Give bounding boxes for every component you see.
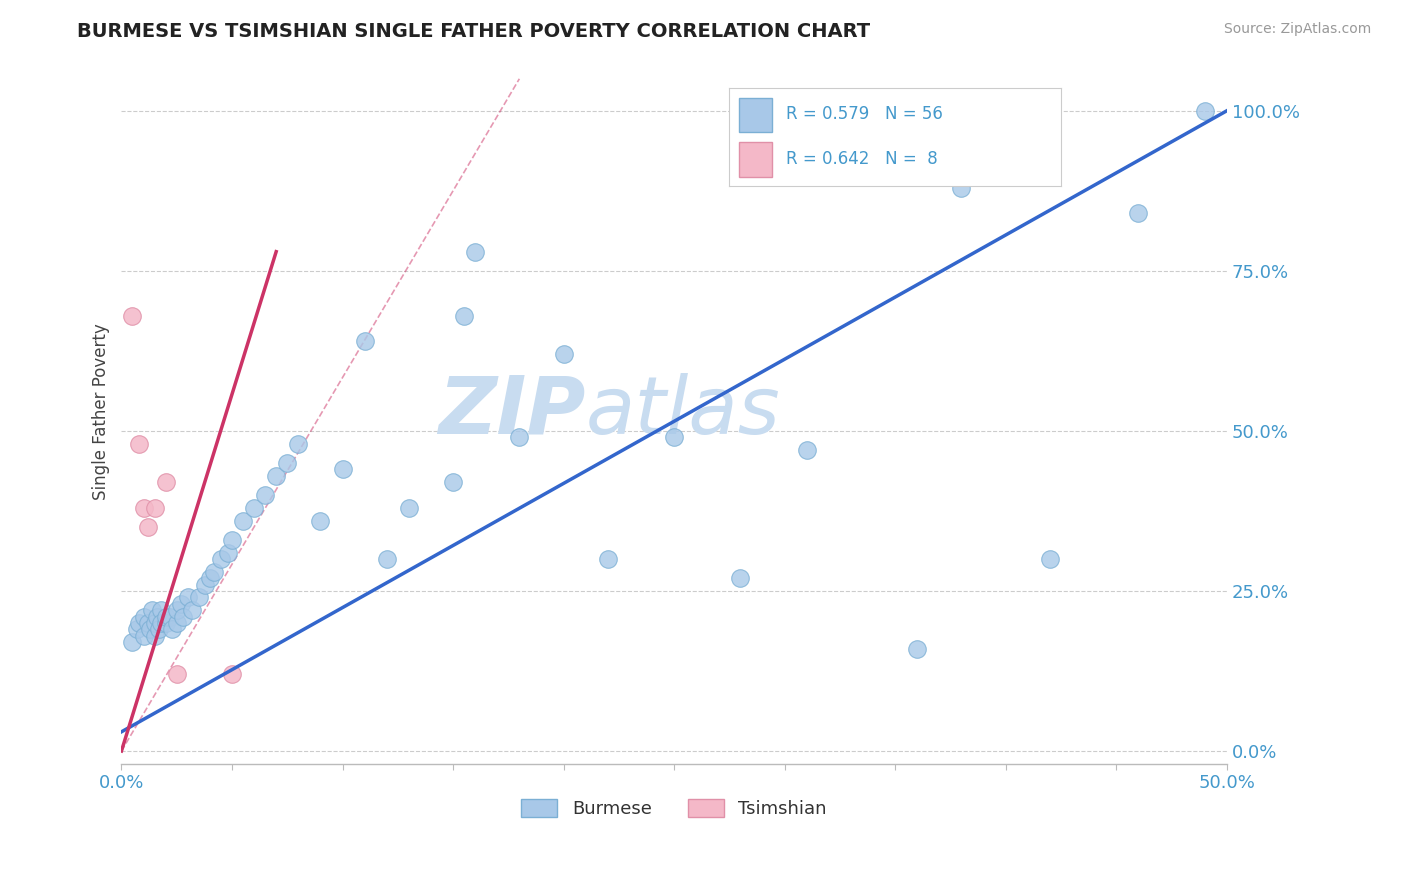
Point [121,635,143,649]
Point [170,597,193,611]
Point [148,623,170,637]
Point [143,629,166,643]
Point [950,180,973,194]
Point [159,609,181,624]
Point [150,615,173,630]
Point [132,609,155,624]
Point [132,500,155,515]
Point [128,436,150,450]
Point [166,667,188,681]
Point [662,430,685,444]
Text: Source: ZipAtlas.com: Source: ZipAtlas.com [1223,22,1371,37]
Point [596,552,619,566]
Point [150,603,173,617]
Legend: Burmese, Tsimshian: Burmese, Tsimshian [515,791,834,825]
Point [1128,206,1150,220]
Point [1194,103,1216,118]
Point [905,641,928,656]
Point [187,591,209,605]
Text: atlas: atlas [586,373,780,450]
Point [221,667,243,681]
Point [453,309,475,323]
Point [155,475,177,490]
Point [139,623,162,637]
Point [221,533,243,547]
Point [132,629,155,643]
Point [287,436,309,450]
Point [128,615,150,630]
Point [441,475,464,490]
Text: ZIP: ZIP [439,373,586,450]
Point [464,244,486,259]
Point [194,577,217,591]
Point [254,488,277,502]
Point [155,609,177,624]
Point [143,500,166,515]
Point [553,347,575,361]
Point [332,462,354,476]
Y-axis label: Single Father Poverty: Single Father Poverty [93,323,110,500]
Point [796,443,818,458]
Point [202,565,225,579]
Point [166,603,188,617]
Point [353,334,375,349]
Point [141,603,163,617]
Point [162,623,184,637]
Point [209,552,232,566]
Point [398,500,420,515]
Point [276,456,298,470]
Point [166,615,188,630]
Point [143,615,166,630]
Point [1039,552,1062,566]
Text: BURMESE VS TSIMSHIAN SINGLE FATHER POVERTY CORRELATION CHART: BURMESE VS TSIMSHIAN SINGLE FATHER POVER… [77,22,870,41]
Point [155,615,177,630]
Point [181,603,204,617]
Point [198,571,221,585]
Point [121,309,143,323]
Point [125,623,148,637]
Point [309,514,332,528]
Point [136,615,159,630]
Point [136,520,159,534]
Point [243,500,266,515]
Point [375,552,398,566]
Point [232,514,254,528]
Point [177,591,200,605]
Point [146,609,169,624]
Point [172,609,194,624]
Point [730,571,752,585]
Point [217,545,239,559]
Point [508,430,530,444]
Point [264,468,287,483]
